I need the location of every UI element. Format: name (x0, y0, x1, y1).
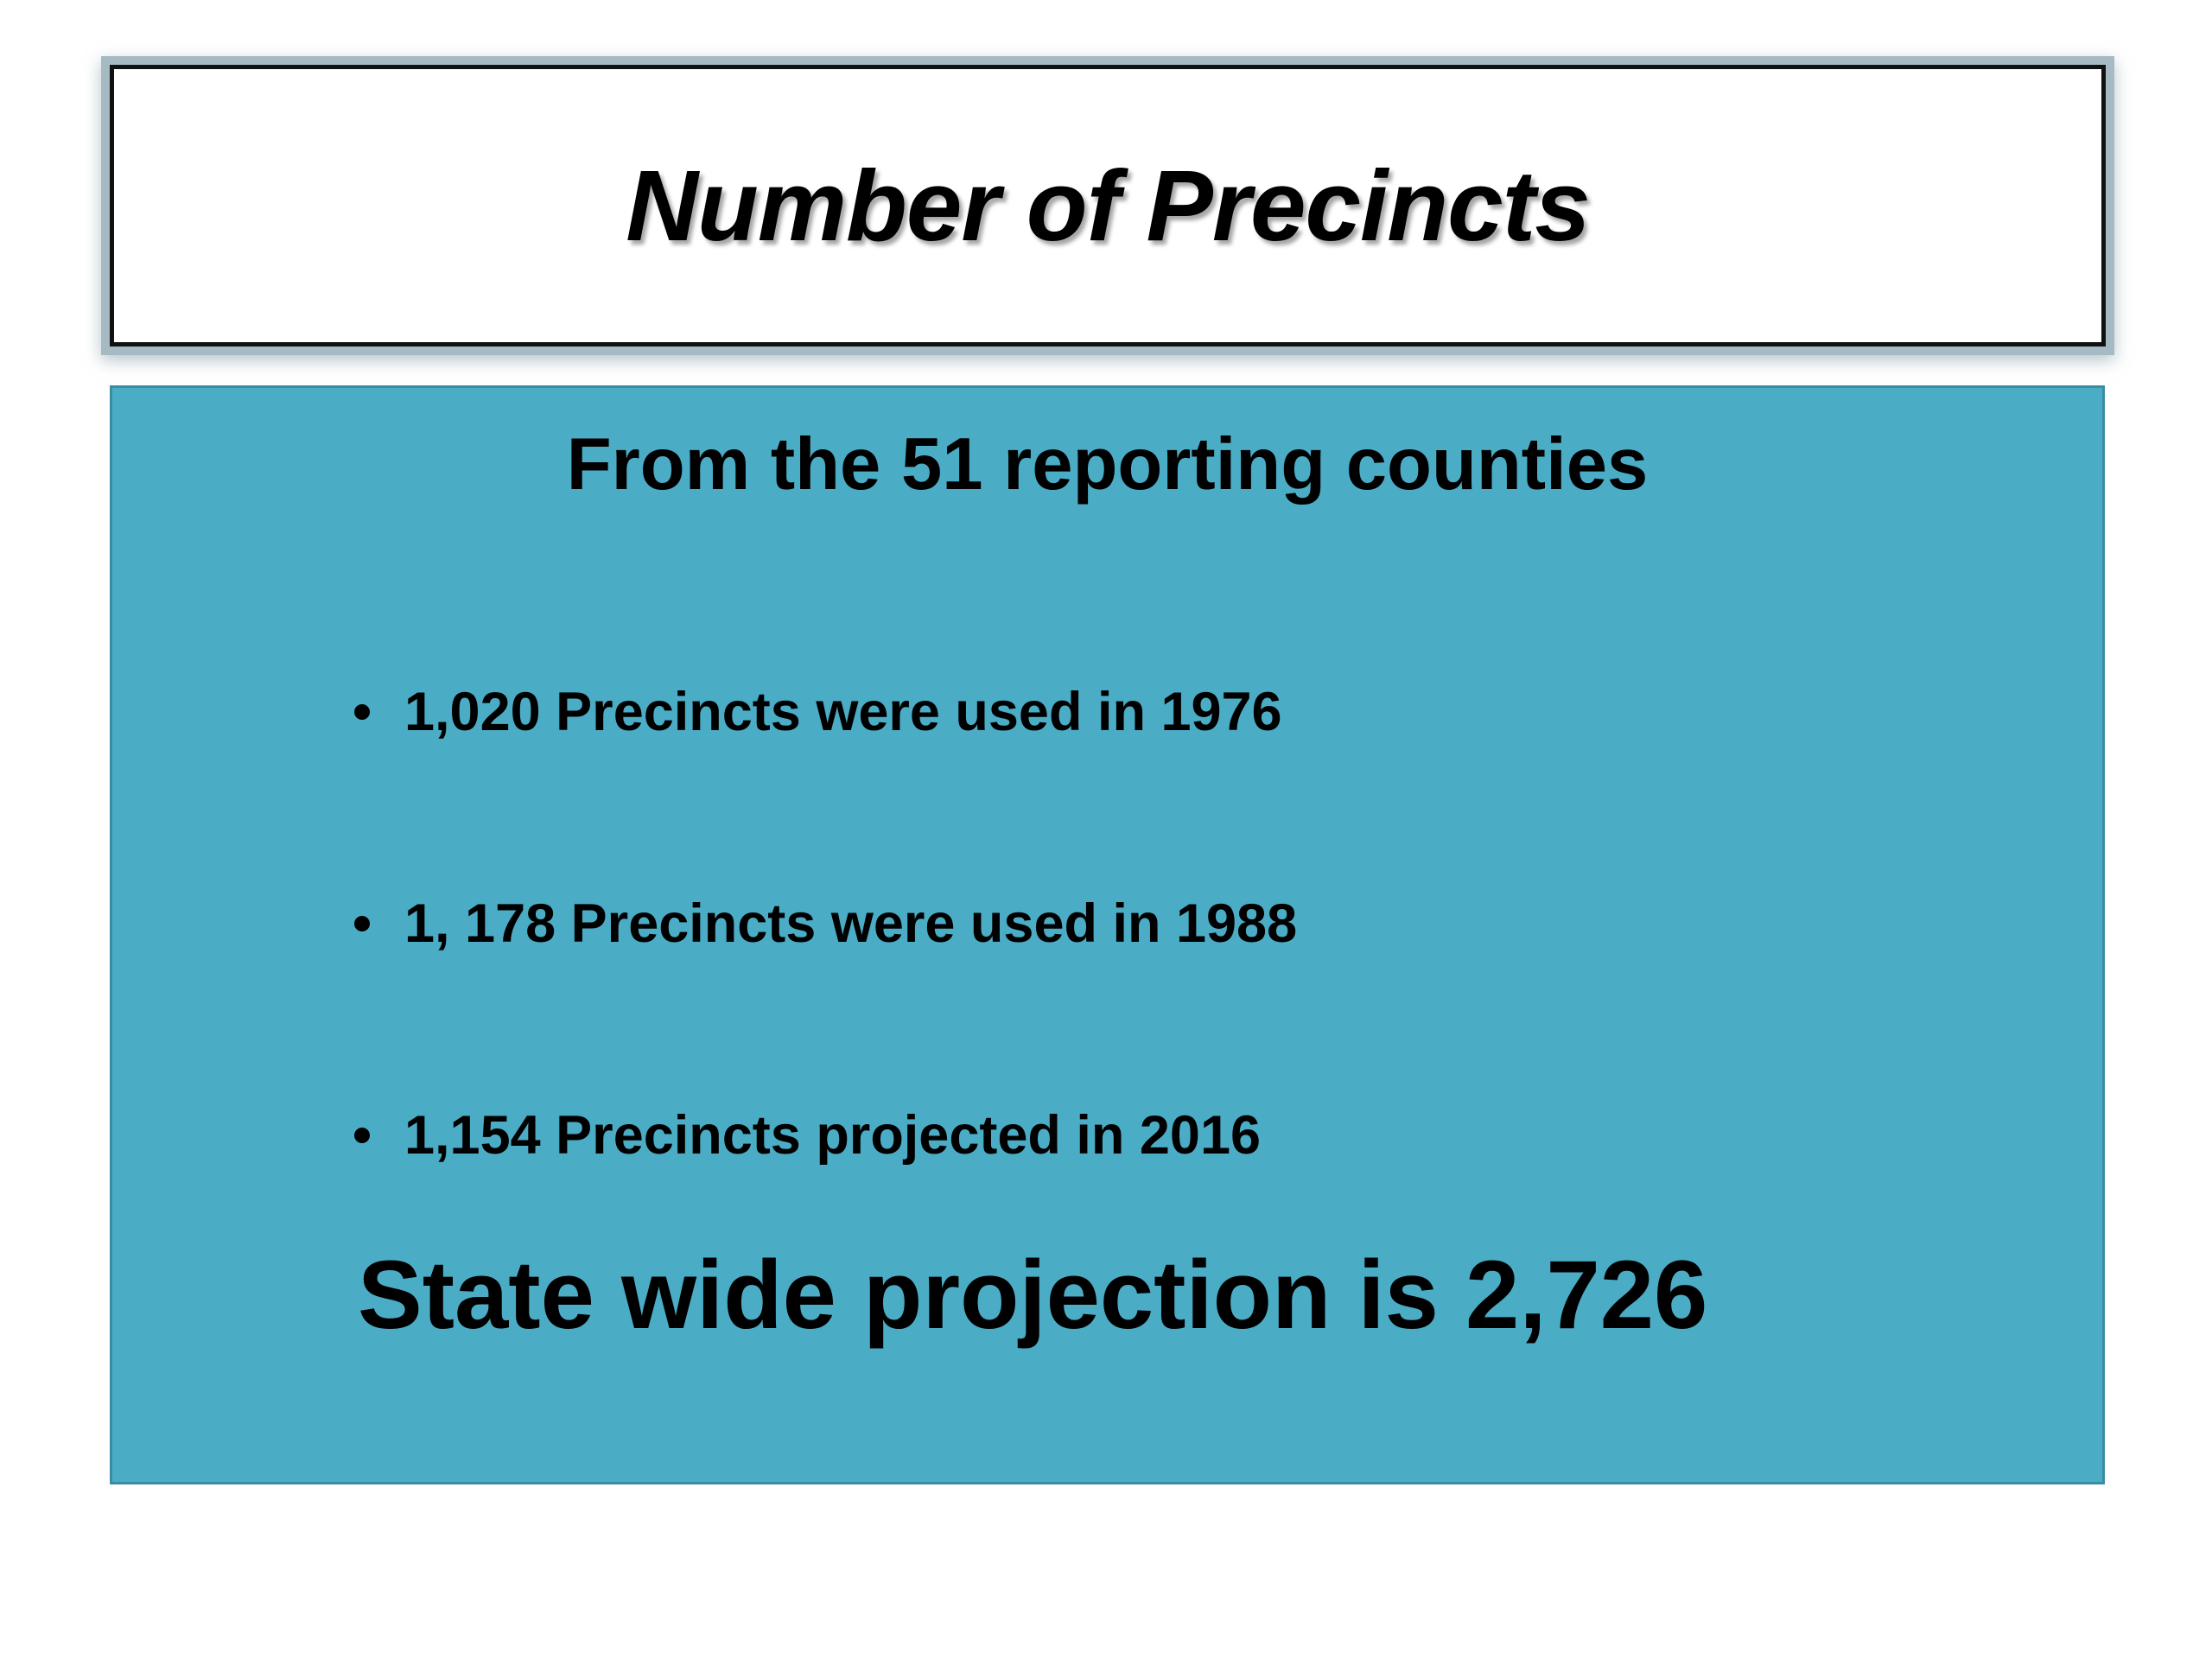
bullet-item: 1,020 Precincts were used in 1976 (354, 681, 1282, 743)
slide-title: Number of Precincts (626, 149, 1591, 262)
slide-subtitle: From the 51 reporting counties (566, 423, 1649, 505)
bullet-icon (354, 916, 370, 931)
bullet-text: 1, 178 Precincts were used in 1988 (404, 893, 1298, 954)
bullet-icon (354, 704, 370, 720)
summary-text: State wide projection is 2,726 (358, 1241, 1708, 1349)
bullet-icon (354, 1128, 370, 1143)
title-box: Number of Precincts (110, 65, 2106, 346)
bullet-item: 1, 178 Precincts were used in 1988 (354, 893, 1297, 955)
bullet-text: 1,020 Precincts were used in 1976 (404, 682, 1282, 742)
content-box: From the 51 reporting counties 1,020 Pre… (110, 385, 2105, 1484)
bullet-text: 1,154 Precincts projected in 2016 (404, 1105, 1262, 1166)
bullet-item: 1,154 Precincts projected in 2016 (354, 1104, 1261, 1166)
